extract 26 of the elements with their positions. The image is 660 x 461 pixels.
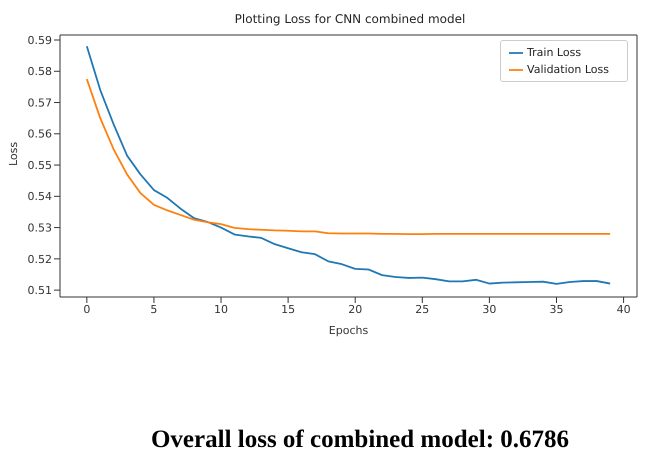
y-tick-label: 0.51 [28,284,52,298]
x-axis-title: Epochs [328,324,368,337]
x-tick-label: 15 [281,302,296,316]
x-tick-label: 25 [415,302,430,316]
y-tick-label: 0.56 [28,128,52,141]
y-tick-label: 0.52 [28,252,52,266]
line-series [86,45,612,285]
x-tick-label: 35 [549,302,564,316]
x-tick-label: 40 [616,302,631,316]
line-series [86,78,612,236]
x-tick-label: 30 [482,302,496,316]
y-tick-label: 0.59 [28,34,52,47]
x-tick-label: 5 [150,302,158,316]
y-tick-label: 0.54 [28,190,52,204]
y-tick-label: 0.53 [28,221,52,234]
text: Overall loss of combined model: 0.6786 [150,426,570,454]
chart-title: Plotting Loss for CNN combined model [234,11,466,28]
legend-label: Train Loss [527,46,582,59]
y-tick-label: 0.58 [28,65,52,78]
y-tick-label: 0.55 [28,158,52,172]
y-tick-label: 0.57 [28,96,52,110]
y-axis-title: Loss [6,142,20,166]
x-tick-label: 0 [83,302,90,316]
legend-label: Validation Loss [527,63,609,76]
x-tick-label: 10 [214,302,228,316]
x-tick-label: 20 [348,302,362,316]
